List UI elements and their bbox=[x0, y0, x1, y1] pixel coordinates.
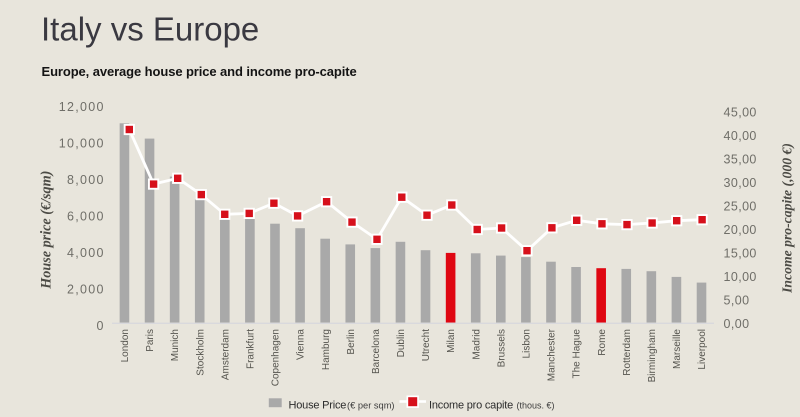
svg-text:40,00: 40,00 bbox=[724, 129, 757, 143]
svg-text:Utrecht: Utrecht bbox=[421, 329, 432, 361]
svg-text:Rotterdam: Rotterdam bbox=[622, 329, 633, 376]
svg-text:Milan: Milan bbox=[446, 329, 457, 353]
svg-text:Dublin: Dublin bbox=[396, 329, 407, 357]
svg-text:Income pro capite: Income pro capite bbox=[429, 399, 513, 411]
svg-text:Vienna: Vienna bbox=[296, 329, 307, 360]
svg-text:Amsterdam: Amsterdam bbox=[220, 329, 231, 380]
svg-text:10,000: 10,000 bbox=[59, 136, 105, 150]
svg-text:Rome: Rome bbox=[597, 329, 608, 356]
svg-text:Copenhagen: Copenhagen bbox=[271, 329, 282, 386]
svg-text:Berlin: Berlin bbox=[346, 329, 357, 355]
svg-text:8,000: 8,000 bbox=[67, 173, 105, 187]
svg-text:Paris: Paris bbox=[145, 329, 156, 352]
svg-text:Hamburg: Hamburg bbox=[321, 329, 332, 370]
svg-text:Manchester: Manchester bbox=[547, 328, 558, 381]
svg-text:12,000: 12,000 bbox=[59, 100, 105, 114]
svg-text:6,000: 6,000 bbox=[67, 210, 105, 224]
svg-text:Brussels: Brussels bbox=[496, 329, 507, 367]
svg-text:Europe, average house price an: Europe, average house price and income p… bbox=[42, 64, 357, 79]
svg-text:35,00: 35,00 bbox=[724, 153, 757, 167]
svg-text:25,00: 25,00 bbox=[724, 200, 757, 214]
svg-text:2,000: 2,000 bbox=[67, 283, 105, 297]
svg-text:45,00: 45,00 bbox=[724, 106, 757, 120]
svg-text:House price (€/sqm): House price (€/sqm) bbox=[39, 171, 55, 290]
svg-text:Barcelona: Barcelona bbox=[371, 329, 382, 374]
svg-text:20,00: 20,00 bbox=[724, 223, 757, 237]
svg-text:Lisbon: Lisbon bbox=[521, 329, 532, 358]
svg-text:0: 0 bbox=[97, 319, 105, 333]
svg-text:(thous. €): (thous. €) bbox=[517, 400, 555, 410]
svg-text:Munich: Munich bbox=[170, 329, 181, 361]
svg-text:Liverpool: Liverpool bbox=[697, 329, 708, 370]
svg-text:Stockholm: Stockholm bbox=[195, 329, 206, 376]
svg-text:Frankfurt: Frankfurt bbox=[246, 329, 257, 369]
svg-text:Italy vs Europe: Italy vs Europe bbox=[41, 11, 259, 48]
svg-text:The Hague: The Hague bbox=[572, 329, 583, 379]
svg-text:4,000: 4,000 bbox=[67, 246, 105, 260]
svg-text:0,00: 0,00 bbox=[724, 317, 750, 331]
svg-text:London: London bbox=[120, 329, 131, 362]
svg-text:30,00: 30,00 bbox=[724, 176, 757, 190]
svg-text:10,00: 10,00 bbox=[724, 270, 757, 284]
svg-text:Income pro-capite (,000 €): Income pro-capite (,000 €) bbox=[780, 143, 796, 294]
svg-text:Marseille: Marseille bbox=[672, 329, 683, 369]
svg-text:Birmingham: Birmingham bbox=[647, 329, 658, 382]
svg-text:House Price: House Price bbox=[289, 399, 347, 411]
svg-text:15,00: 15,00 bbox=[724, 247, 757, 261]
svg-text:Madrid: Madrid bbox=[471, 329, 482, 360]
svg-text:5,00: 5,00 bbox=[724, 294, 750, 308]
svg-text:(€ per sqm): (€ per sqm) bbox=[347, 400, 395, 410]
